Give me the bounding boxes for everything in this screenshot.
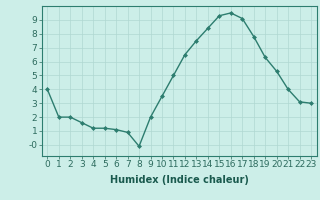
X-axis label: Humidex (Indice chaleur): Humidex (Indice chaleur): [110, 175, 249, 185]
